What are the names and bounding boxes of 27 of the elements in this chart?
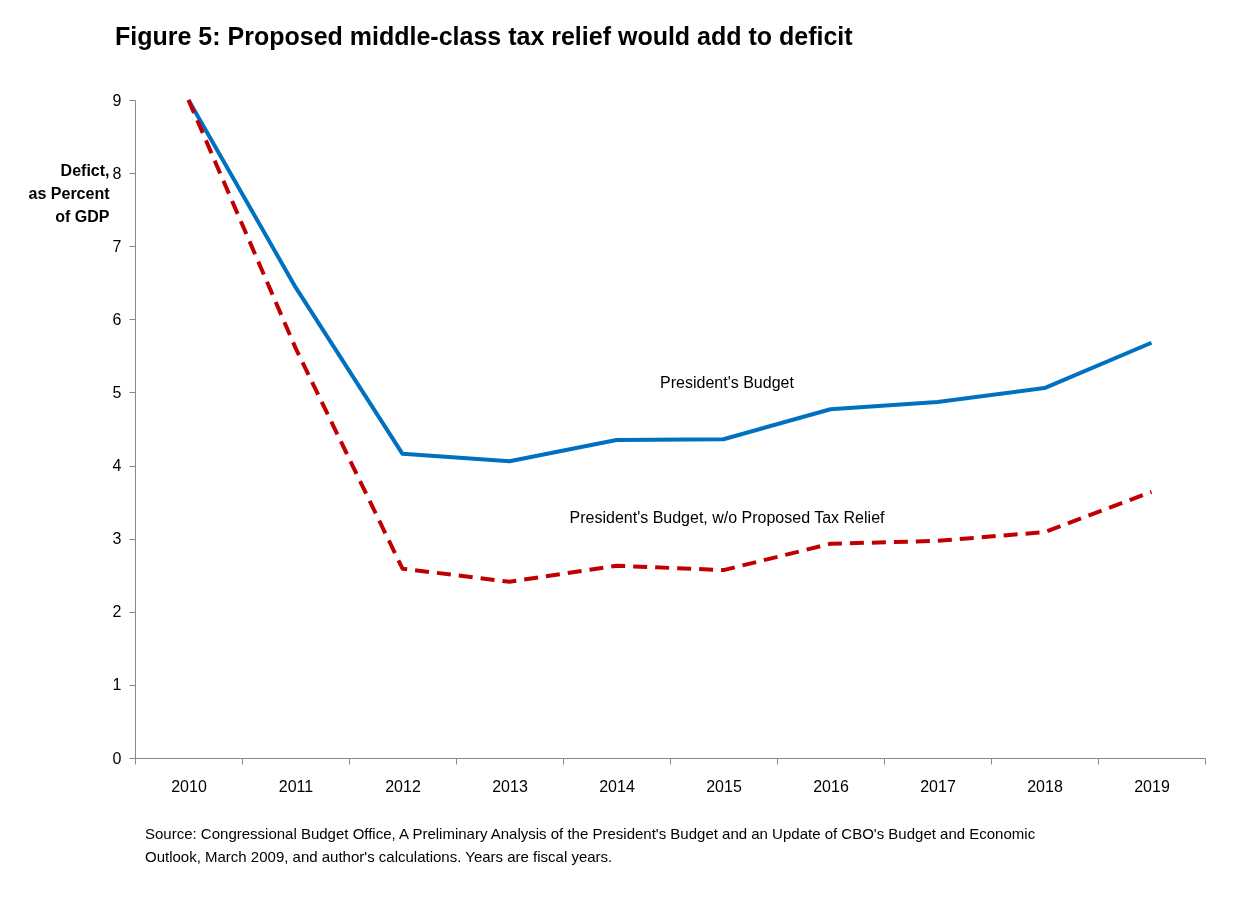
y-tick-label: 8	[112, 164, 122, 182]
y-tick-label: 7	[112, 237, 122, 255]
y-tick-label: 5	[112, 383, 122, 401]
x-tick-label: 2014	[599, 777, 635, 795]
source-note: Source: Congressional Budget Office, A Preliminary Analysis of the President's Budget and an Update of CBO's Budget and Economic Outlook, March 2009, and author's calculations. Years are fiscal years.	[145, 824, 1037, 867]
line-series	[186, 98, 1154, 584]
y-tick-label: 3	[112, 530, 122, 548]
y-tick-label: 4	[112, 457, 122, 475]
series-label: President's Budget, w/o Proposed Tax Relief	[569, 508, 886, 526]
y-tick-label: 2	[112, 603, 122, 621]
y-tick-label: 9	[112, 91, 122, 109]
y-tick-label: 6	[112, 310, 122, 328]
x-tick-label: 2010	[171, 777, 207, 795]
x-tick-label: 2016	[813, 777, 849, 795]
y-axis-title: Defict, as Percent of GDP	[28, 161, 111, 225]
x-tick-label: 2013	[492, 777, 528, 795]
x-tick-label: 2012	[385, 777, 421, 795]
series-label: President's Budget	[660, 374, 795, 392]
chart-title: Figure 5: Proposed middle-class tax relief would add to deficit	[115, 22, 854, 50]
y-tick-label: 0	[112, 749, 122, 767]
line-series	[186, 98, 1154, 464]
x-tick-label: 2011	[278, 777, 314, 795]
x-tick-label: 2019	[1134, 777, 1170, 795]
y-tick-label: 1	[112, 676, 122, 694]
x-tick-label: 2017	[920, 777, 956, 795]
x-tick-label: 2018	[1027, 777, 1063, 795]
x-tick-label: 2015	[706, 777, 742, 795]
